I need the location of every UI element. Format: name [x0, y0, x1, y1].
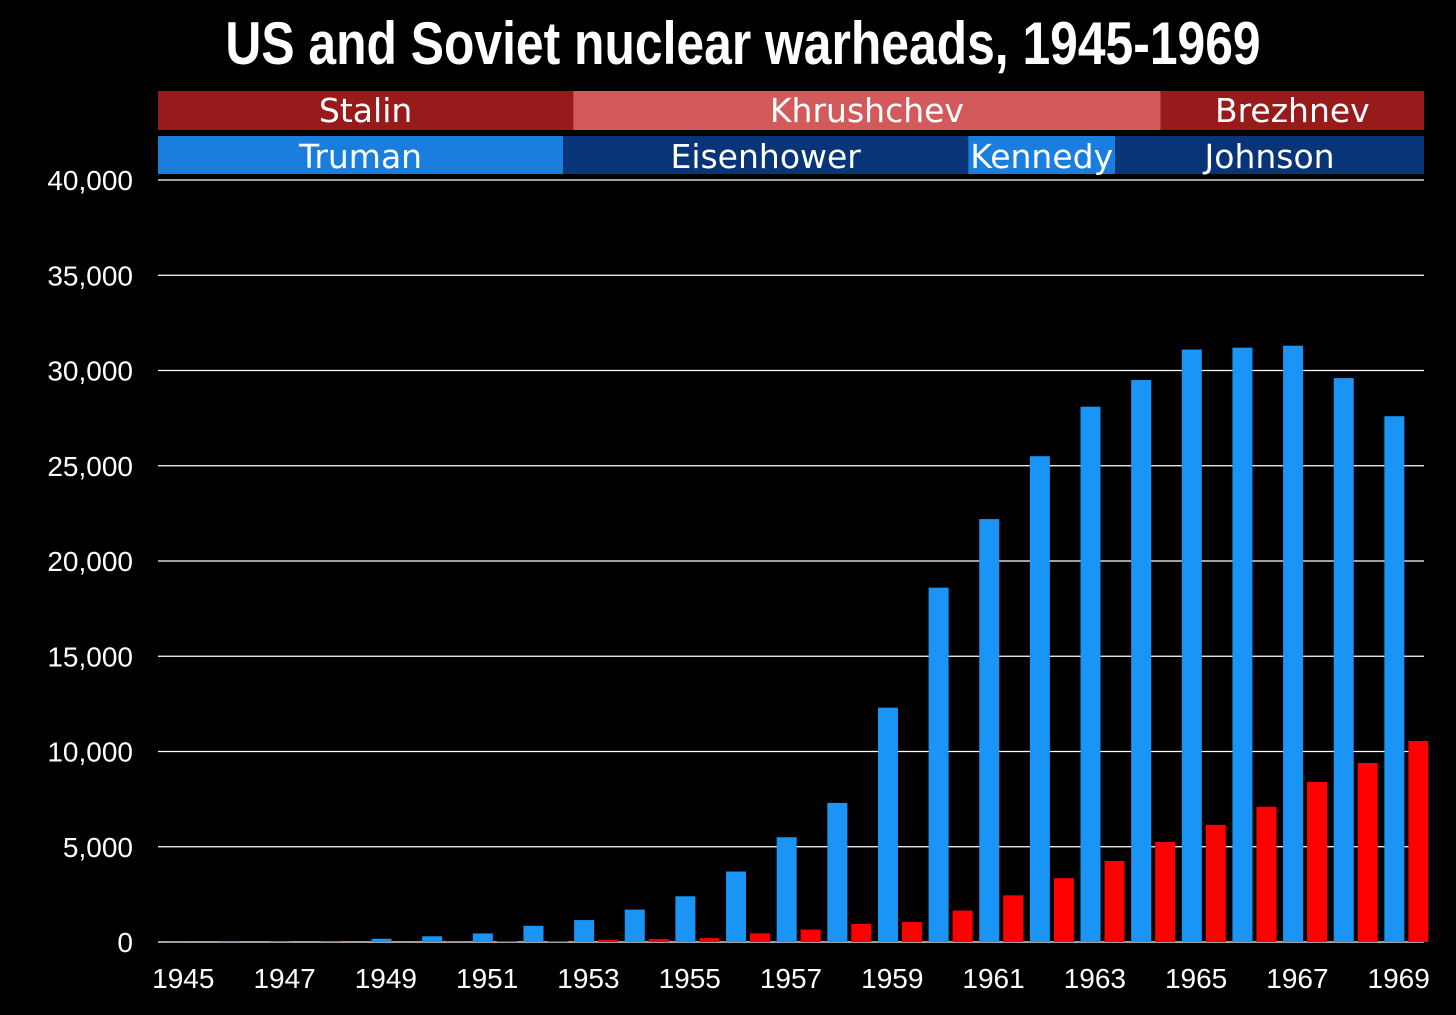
us-bar-1965: [1181, 349, 1202, 942]
leader-band-kennedy: [968, 136, 1116, 174]
us-bar-1952: [523, 925, 544, 942]
y-axis-ticks: 0 5,000 10,000 15,000 20,000 25,000 30,000 35,0…: [47, 165, 133, 958]
us-bar-1960: [928, 587, 949, 942]
leader-band-stalin: [158, 91, 574, 130]
soviet-bar-1952: [547, 941, 568, 942]
us-bar-1962: [1029, 456, 1050, 942]
soviet-bar-1967: [1307, 781, 1328, 942]
us-bar-1958: [827, 802, 848, 942]
leader-label-johnson: Johnson: [1203, 137, 1335, 176]
soviet-bar-1966: [1256, 806, 1277, 942]
y-tick-label: 25,000: [47, 451, 133, 482]
x-axis-ticks: 1945 1947 1949 1951 1953 1955 1957 1959 1961 1963…: [152, 963, 1430, 994]
soviet-bar-1955: [699, 938, 720, 942]
x-tick-label: 1951: [456, 963, 518, 994]
us-bar-1948: [320, 941, 341, 942]
soviet-bar-1968: [1357, 762, 1378, 942]
bars: [169, 345, 1429, 943]
leader-band-johnson: [1115, 136, 1424, 174]
y-tick-label: 30,000: [47, 356, 133, 387]
leader-band-eisenhower: [563, 136, 969, 174]
x-tick-label: 1965: [1165, 963, 1227, 994]
x-tick-label: 1963: [1064, 963, 1126, 994]
soviet-bar-1959: [901, 921, 922, 942]
soviet-bar-1961: [1003, 895, 1024, 942]
y-tick-label: 10,000: [47, 737, 133, 768]
x-tick-label: 1961: [962, 963, 1024, 994]
soviet-bar-1963: [1104, 861, 1125, 942]
leader-bars: Stalin Khrushchev Brezhnev Truman Eisenhower…: [158, 91, 1424, 176]
us-bar-1957: [776, 837, 797, 942]
leader-label-kennedy: Kennedy: [970, 137, 1113, 176]
leader-band-brezhnev: [1160, 91, 1424, 130]
x-tick-label: 1957: [760, 963, 822, 994]
leader-label-stalin: Stalin: [319, 91, 412, 130]
us-bar-1968: [1333, 378, 1354, 942]
us-bar-1953: [574, 920, 595, 942]
us-bar-1955: [675, 896, 696, 942]
soviet-bar-1954: [648, 939, 669, 942]
us-bar-1963: [1080, 406, 1101, 942]
x-tick-label: 1945: [152, 963, 214, 994]
leader-label-truman: Truman: [298, 137, 422, 176]
leader-band-khrushchev: [573, 91, 1161, 130]
soviet-bar-1964: [1155, 841, 1176, 942]
y-tick-label: 40,000: [47, 165, 133, 196]
y-tick-label: 0: [117, 927, 133, 958]
y-tick-label: 35,000: [47, 260, 133, 291]
leader-label-eisenhower: Eisenhower: [670, 137, 861, 176]
soviet-bar-1965: [1205, 824, 1226, 942]
soviet-bar-1953: [598, 939, 619, 942]
us-bar-1966: [1232, 347, 1253, 942]
soviet-bar-1969: [1408, 741, 1429, 942]
leader-band-truman: [158, 136, 564, 174]
x-tick-label: 1967: [1266, 963, 1328, 994]
us-bar-1949: [371, 938, 392, 942]
soviet-bar-1957: [800, 929, 821, 942]
y-tick-label: 20,000: [47, 546, 133, 577]
soviet-bar-1960: [952, 910, 973, 942]
chart-title: US and Soviet nuclear warheads, 1945-196…: [225, 10, 1261, 77]
soviet-bar-1956: [750, 933, 771, 942]
x-tick-label: 1953: [557, 963, 619, 994]
us-bar-1951: [472, 933, 493, 942]
us-bar-1956: [726, 871, 747, 942]
x-tick-label: 1959: [861, 963, 923, 994]
x-tick-label: 1969: [1368, 963, 1430, 994]
soviet-bar-1958: [851, 923, 872, 942]
x-tick-label: 1949: [355, 963, 417, 994]
x-tick-label: 1947: [253, 963, 315, 994]
x-tick-label: 1955: [659, 963, 721, 994]
us-bar-1967: [1283, 345, 1304, 942]
us-bar-1954: [624, 909, 645, 942]
leader-label-khrushchev: Khrushchev: [770, 91, 964, 130]
leader-label-brezhnev: Brezhnev: [1215, 91, 1370, 130]
us-bar-1950: [422, 936, 443, 942]
us-bar-1969: [1384, 416, 1405, 943]
y-tick-label: 5,000: [63, 832, 133, 863]
soviet-bar-1962: [1053, 878, 1074, 942]
us-bar-1959: [877, 707, 898, 942]
us-bar-1964: [1131, 380, 1152, 942]
y-tick-label: 15,000: [47, 641, 133, 672]
us-bar-1961: [979, 519, 1000, 942]
